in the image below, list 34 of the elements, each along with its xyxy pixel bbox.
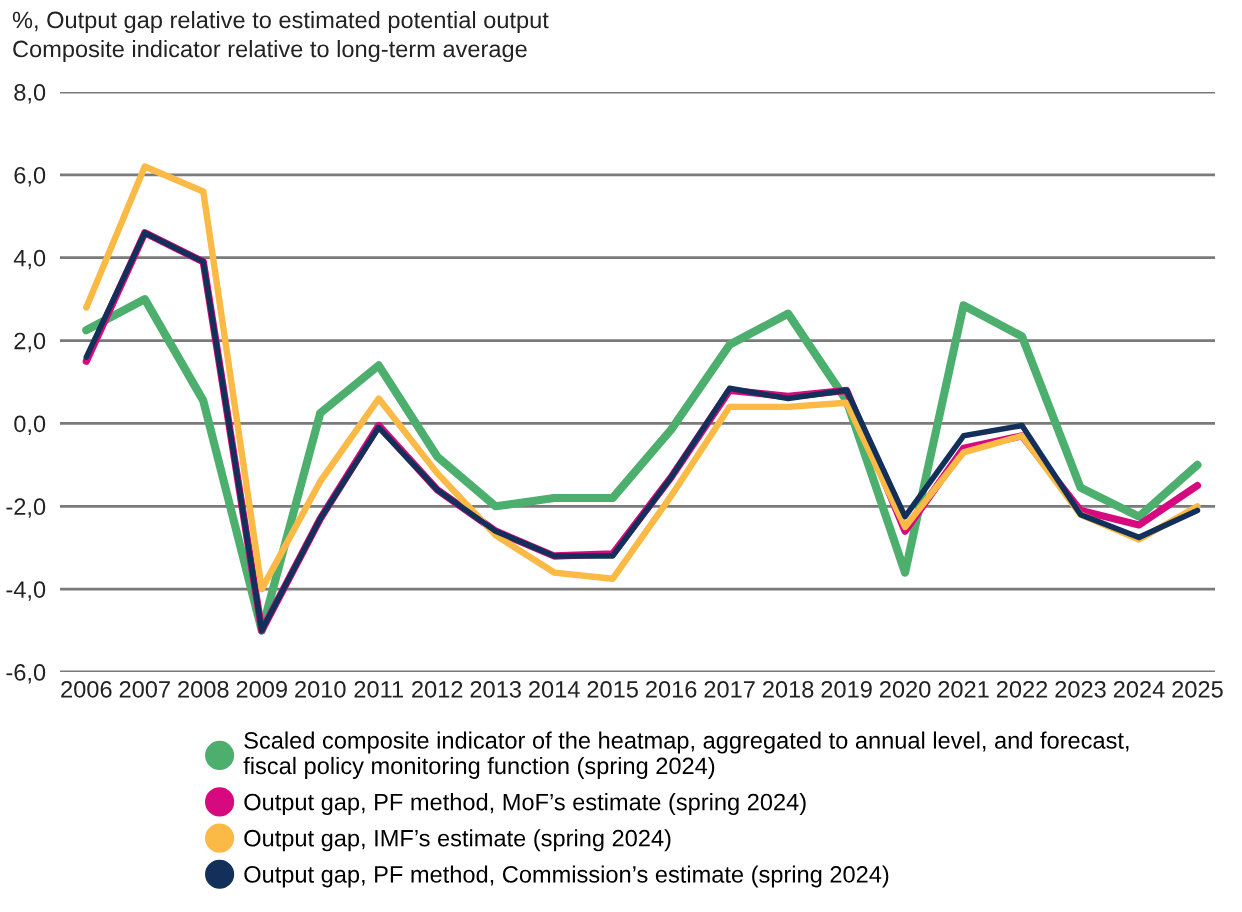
y-tick-label: 4,0 [13, 249, 46, 270]
legend-label: Output gap, PF method, Commission’s estimate (spring 2024) [244, 865, 889, 888]
x-tick-label: 2024 [1113, 680, 1165, 698]
y-tick-label: 0,0 [14, 415, 46, 436]
y-tick-label: -2,0 [6, 498, 46, 518]
x-tick-label: 2007 [119, 680, 170, 698]
x-tick-label: 2017 [704, 680, 755, 698]
x-tick-label: 2008 [178, 680, 229, 698]
y-tick-label: -6,0 [6, 664, 46, 684]
x-tick-label: 2021 [938, 680, 989, 698]
y-tick-label: -4,0 [6, 581, 46, 601]
legend-label: Output gap, PF method, MoF’s estimate (spring 2024) [244, 793, 806, 816]
x-tick-label: 2022 [996, 680, 1048, 698]
x-tick-label: 2014 [529, 680, 580, 698]
x-tick-label: 2016 [646, 680, 697, 698]
y-tick-label: 2,0 [14, 332, 46, 353]
x-tick-label: 2011 [354, 680, 403, 698]
y-tick-label: 6,0 [14, 166, 46, 187]
x-tick-label: 2013 [470, 680, 521, 698]
x-tick-label: 2019 [821, 680, 872, 698]
x-tick-label: 2018 [763, 680, 814, 698]
x-tick-label: 2023 [1055, 680, 1106, 698]
x-tick-label: 2009 [236, 680, 287, 698]
legend-label: Output gap, IMF’s estimate (spring 2024) [244, 829, 671, 852]
x-tick-label: 2025 [1172, 680, 1223, 698]
x-tick-label: 2020 [879, 680, 931, 698]
y-tick-label: 8,0 [14, 84, 46, 104]
chart-subtitle: Composite indicator relative to long-term average [13, 40, 527, 62]
chart-title: %, Output gap relative to estimated potential output [12, 11, 549, 33]
legend-label: Scaled composite indicator of the heatmap, aggregated to annual level, and forecast, fiscal policy monitoring function (spring 2024) [243, 731, 1129, 779]
x-tick-label: 2010 [295, 680, 346, 698]
x-tick-label: 2015 [587, 680, 638, 698]
x-tick-label: 2006 [61, 680, 112, 698]
x-tick-label: 2012 [412, 680, 463, 698]
